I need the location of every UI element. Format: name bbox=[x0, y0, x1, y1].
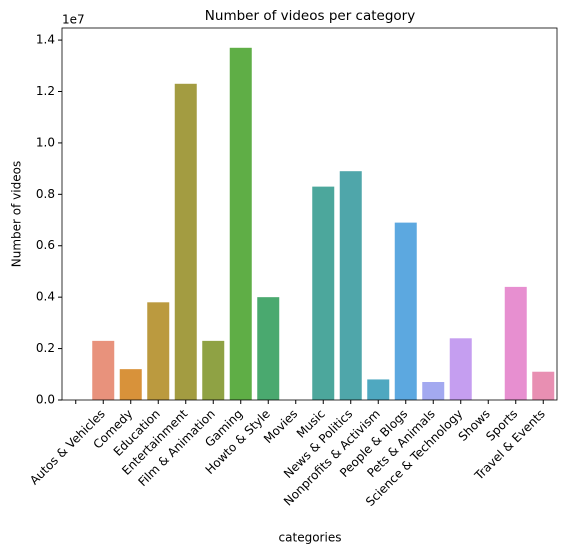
y-tick-label: 0.6 bbox=[36, 238, 55, 252]
bar bbox=[92, 340, 115, 400]
bar bbox=[119, 369, 142, 400]
y-tick-label: 0.8 bbox=[36, 187, 55, 201]
bar bbox=[339, 171, 362, 400]
bar bbox=[257, 297, 280, 400]
bar bbox=[229, 47, 252, 400]
bar bbox=[202, 340, 225, 400]
bar bbox=[532, 371, 555, 400]
bar bbox=[504, 286, 527, 400]
y-tick-label: 0.4 bbox=[36, 290, 55, 304]
y-tick-label: 0.2 bbox=[36, 341, 55, 355]
plot-frame bbox=[61, 27, 558, 401]
y-offset-label: 1e7 bbox=[62, 13, 85, 27]
y-tick-label: 0.0 bbox=[36, 393, 55, 407]
bar bbox=[422, 382, 445, 400]
y-axis-label: Number of videos bbox=[10, 161, 24, 267]
chart-title: Number of videos per category bbox=[205, 8, 415, 24]
x-axis-label: categories bbox=[279, 531, 342, 545]
bar bbox=[147, 302, 170, 400]
bar bbox=[449, 338, 472, 400]
bar bbox=[394, 222, 417, 400]
y-tick-label: 1.4 bbox=[36, 33, 55, 47]
y-tick-label: 1.0 bbox=[36, 135, 55, 149]
bar bbox=[367, 379, 390, 400]
y-tick-label: 1.2 bbox=[36, 84, 55, 98]
bar bbox=[312, 186, 335, 400]
bar bbox=[174, 83, 197, 401]
